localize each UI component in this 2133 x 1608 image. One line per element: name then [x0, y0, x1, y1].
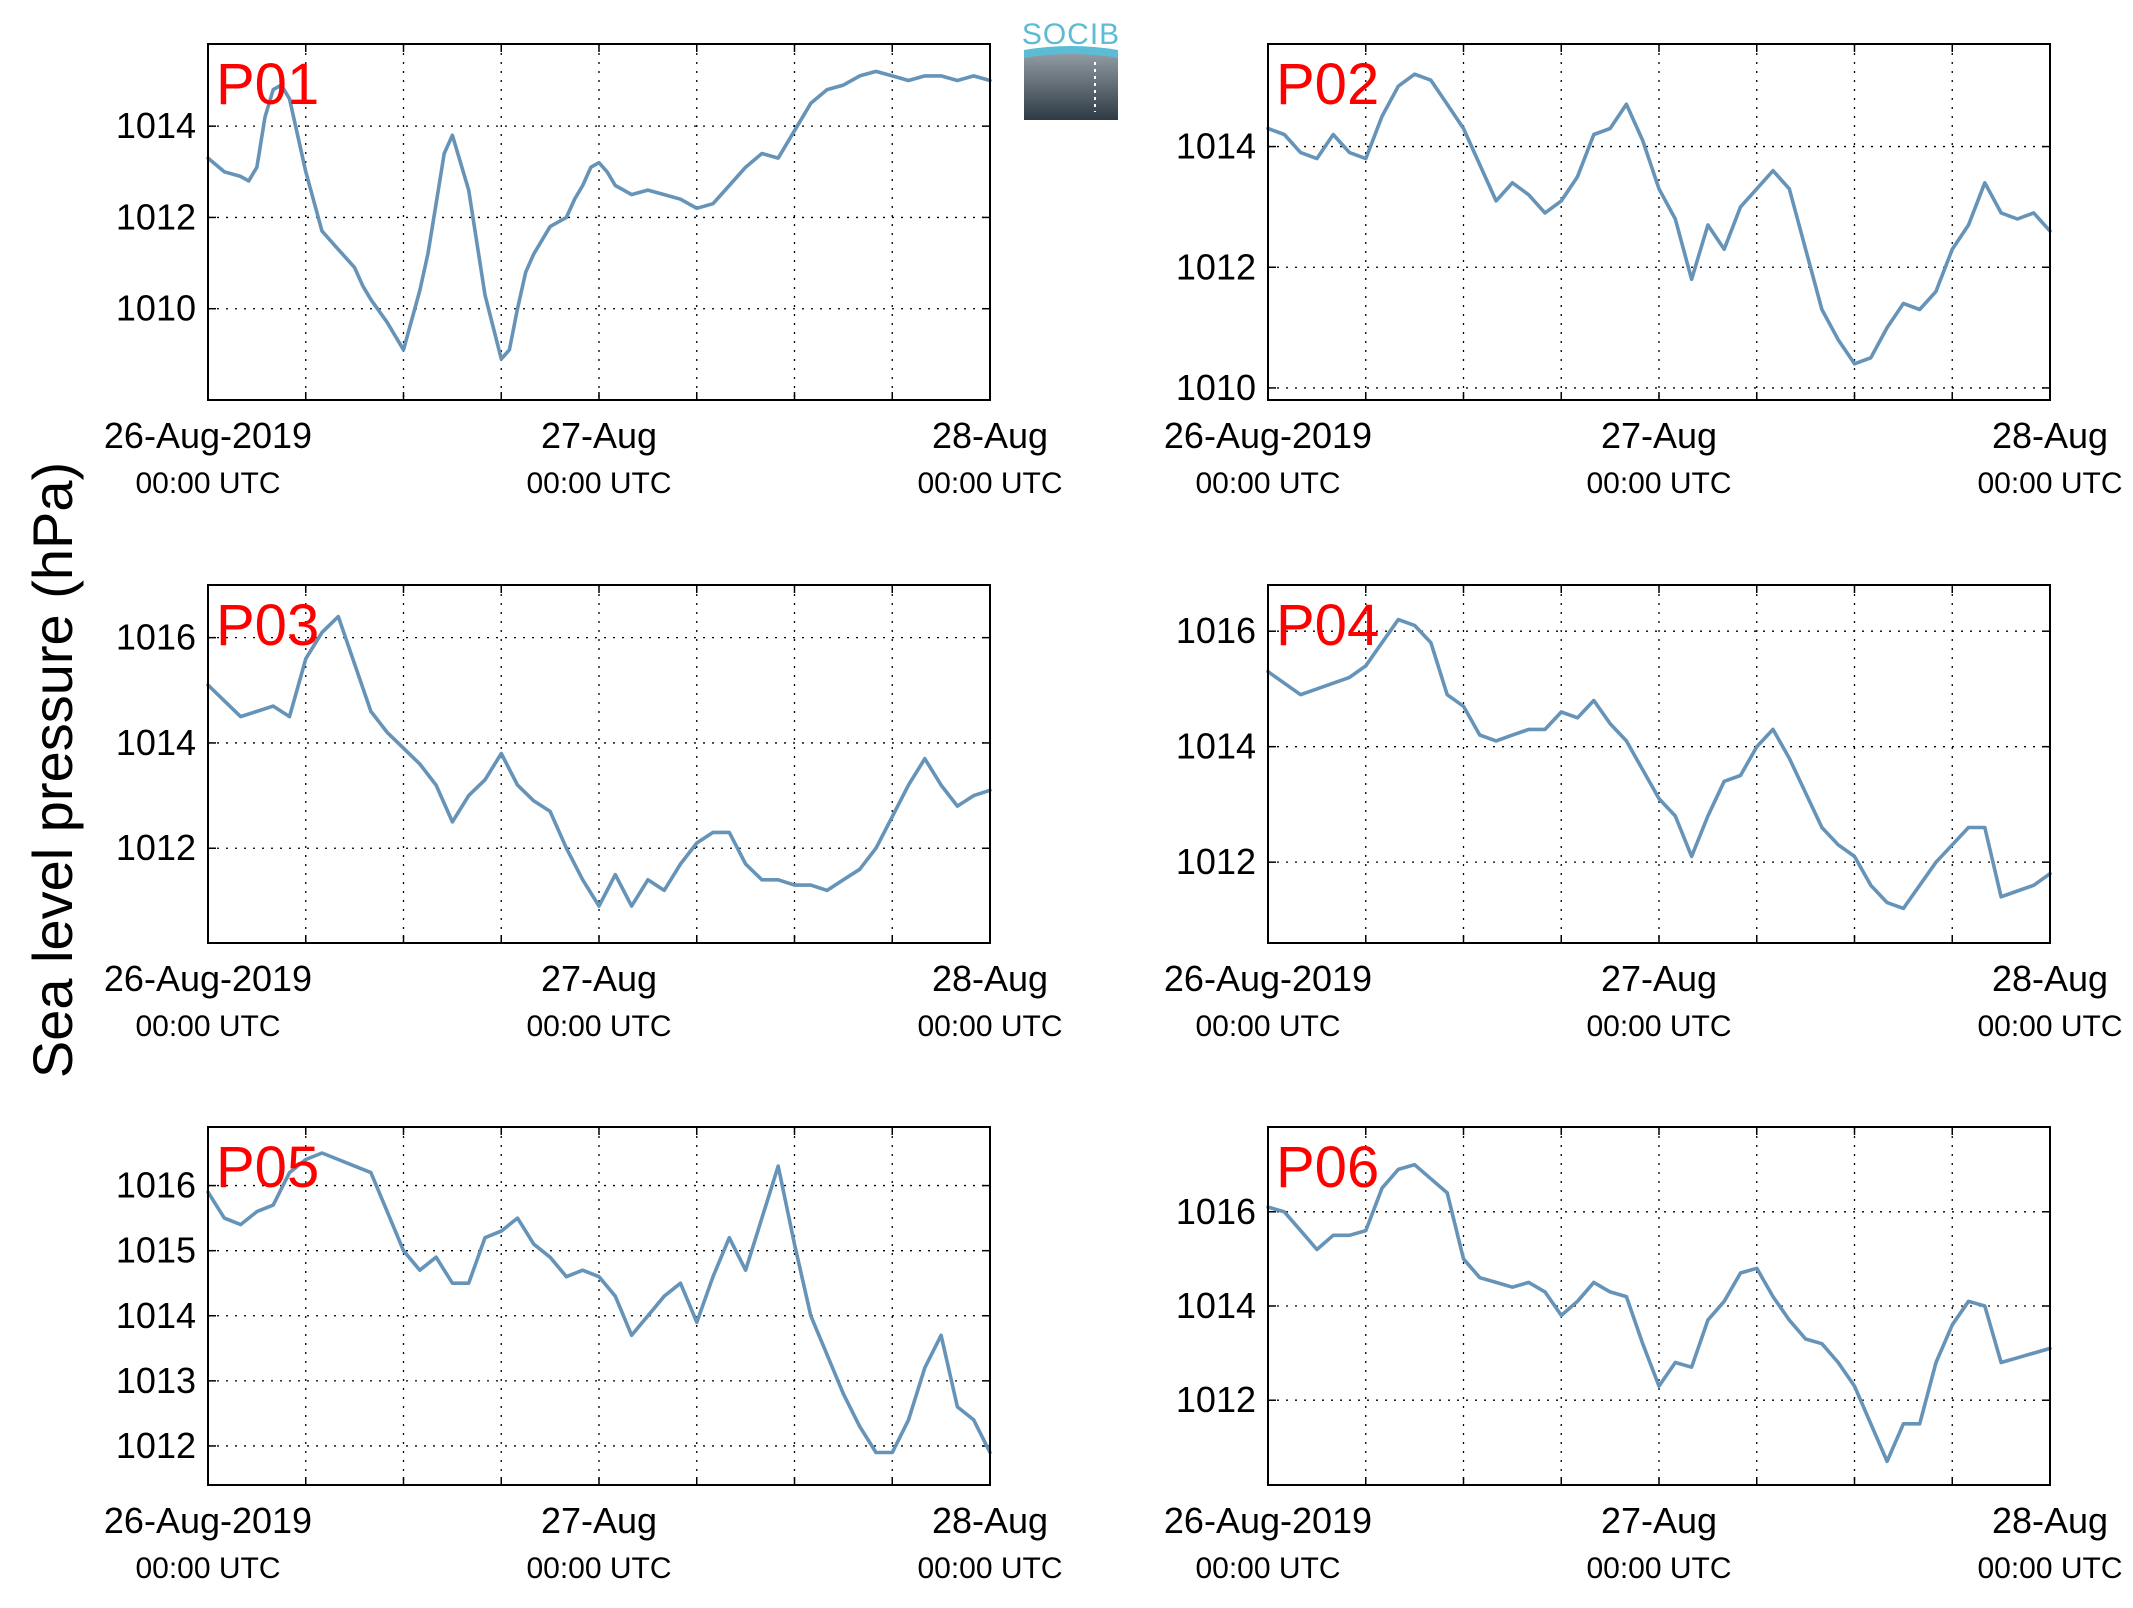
x-tick-sublabel: 00:00 UTC: [1586, 1552, 1731, 1585]
x-tick-sublabel: 00:00 UTC: [1977, 1552, 2122, 1585]
plot-area: [208, 1127, 990, 1485]
x-tick-sublabel: 00:00 UTC: [917, 1010, 1062, 1043]
y-tick-label: 1010: [1176, 367, 1256, 408]
y-tick-label: 1015: [116, 1230, 196, 1271]
axes-frame: [1267, 43, 2051, 401]
x-tick-label: 26-Aug-2019: [104, 1500, 312, 1541]
x-tick-sublabel: 00:00 UTC: [1195, 1010, 1340, 1043]
plot-area: [208, 585, 990, 943]
x-tick-sublabel: 00:00 UTC: [917, 467, 1062, 500]
y-tick-label: 1016: [1176, 1191, 1256, 1232]
x-tick-label: 26-Aug-2019: [1164, 415, 1372, 456]
panel-label: P03: [216, 593, 319, 658]
x-tick-label: 26-Aug-2019: [104, 415, 312, 456]
x-tick-label: 28-Aug: [1992, 958, 2108, 999]
x-tick-label: 28-Aug: [1992, 1500, 2108, 1541]
y-tick-label: 1013: [116, 1360, 196, 1401]
chart-panel-p02: 1010 1012 1014 P02 26-Aug-2019 00:00 UTC 27-Au…: [1164, 43, 2123, 500]
x-tick-sublabel: 00:00 UTC: [526, 1010, 671, 1043]
y-tick-label: 1012: [116, 196, 196, 237]
panel-label: P01: [216, 52, 319, 117]
chart-panel-p04: 1012 1014 1016 P04 26-Aug-2019 00:00 UTC 27-Au…: [1164, 584, 2123, 1043]
x-tick-sublabel: 00:00 UTC: [135, 1010, 280, 1043]
y-tick-label: 1012: [116, 827, 196, 868]
x-tick-sublabel: 00:00 UTC: [1977, 467, 2122, 500]
series-line-p06: [1266, 1162, 2052, 1464]
y-tick-label: 1016: [116, 617, 196, 658]
y-tick-label: 1014: [1176, 126, 1256, 167]
x-tick-label: 27-Aug: [1601, 415, 1717, 456]
y-tick-label: 1010: [116, 288, 196, 329]
x-tick-sublabel: 00:00 UTC: [135, 1552, 280, 1585]
logo-text: SOCIB: [1022, 18, 1120, 51]
x-tick-label: 27-Aug: [541, 958, 657, 999]
x-tick-sublabel: 00:00 UTC: [1977, 1010, 2122, 1043]
series-line-p05: [206, 1151, 992, 1455]
panel-label: P05: [216, 1135, 319, 1200]
series-line-p01: [206, 69, 992, 361]
x-tick-label: 28-Aug: [1992, 415, 2108, 456]
y-tick-label: 1012: [1176, 1379, 1256, 1420]
series-line-p02: [1266, 72, 2052, 366]
axes-frame: [207, 43, 991, 401]
y-tick-label: 1014: [116, 722, 196, 763]
x-tick-label: 28-Aug: [932, 1500, 1048, 1541]
axes-frame: [1267, 584, 2051, 944]
panel-label: P06: [1276, 1135, 1379, 1200]
y-tick-label: 1012: [1176, 841, 1256, 882]
x-tick-sublabel: 00:00 UTC: [526, 1552, 671, 1585]
x-tick-sublabel: 00:00 UTC: [526, 467, 671, 500]
chart-panel-p03: 1012 1014 1016 P03 26-Aug-2019 00:00 UTC 27-Au…: [104, 584, 1063, 1043]
y-tick-label: 1016: [1176, 610, 1256, 651]
x-tick-label: 28-Aug: [932, 415, 1048, 456]
x-tick-sublabel: 00:00 UTC: [135, 467, 280, 500]
y-axis-label: Sea level pressure (hPa): [21, 462, 84, 1078]
x-tick-label: 27-Aug: [1601, 958, 1717, 999]
y-tick-label: 1014: [1176, 726, 1256, 767]
chart-panel-p01: 1010 1012 1014 P01 26-Aug-2019 00:00 UTC 27-Au…: [104, 43, 1063, 500]
x-tick-label: 26-Aug-2019: [1164, 958, 1372, 999]
y-tick-label: 1016: [116, 1165, 196, 1206]
x-tick-label: 27-Aug: [541, 1500, 657, 1541]
panel-label: P04: [1276, 593, 1379, 658]
plot-area: [208, 44, 990, 400]
x-tick-sublabel: 00:00 UTC: [1195, 467, 1340, 500]
axes-frame: [1267, 1126, 2051, 1486]
chart-panel-p06: 1012 1014 1016 P06 26-Aug-2019 00:00 UTC 27-Au…: [1164, 1126, 2123, 1585]
y-tick-label: 1012: [1176, 246, 1256, 287]
axes-frame: [207, 1126, 991, 1486]
plot-area: [1268, 44, 2050, 400]
x-tick-label: 27-Aug: [1601, 1500, 1717, 1541]
axes-frame: [207, 584, 991, 944]
x-tick-sublabel: 00:00 UTC: [917, 1552, 1062, 1585]
series-line-p04: [1266, 617, 2052, 911]
y-tick-label: 1014: [116, 105, 196, 146]
x-tick-sublabel: 00:00 UTC: [1586, 467, 1731, 500]
x-tick-label: 26-Aug-2019: [1164, 1500, 1372, 1541]
y-tick-label: 1014: [116, 1295, 196, 1336]
chart-panel-p05: 1012 1013 1014 1015 1016 P05 26-Aug-2019 00:00 …: [104, 1126, 1063, 1585]
x-tick-label: 26-Aug-2019: [104, 958, 312, 999]
y-tick-label: 1014: [1176, 1285, 1256, 1326]
panel-label: P02: [1276, 52, 1379, 117]
x-tick-label: 28-Aug: [932, 958, 1048, 999]
y-tick-label: 1012: [116, 1425, 196, 1466]
x-tick-sublabel: 00:00 UTC: [1586, 1010, 1731, 1043]
series-line-p03: [206, 614, 992, 908]
socib-logo: SOCIB: [1022, 18, 1120, 120]
x-tick-sublabel: 00:00 UTC: [1195, 1552, 1340, 1585]
x-tick-label: 27-Aug: [541, 415, 657, 456]
